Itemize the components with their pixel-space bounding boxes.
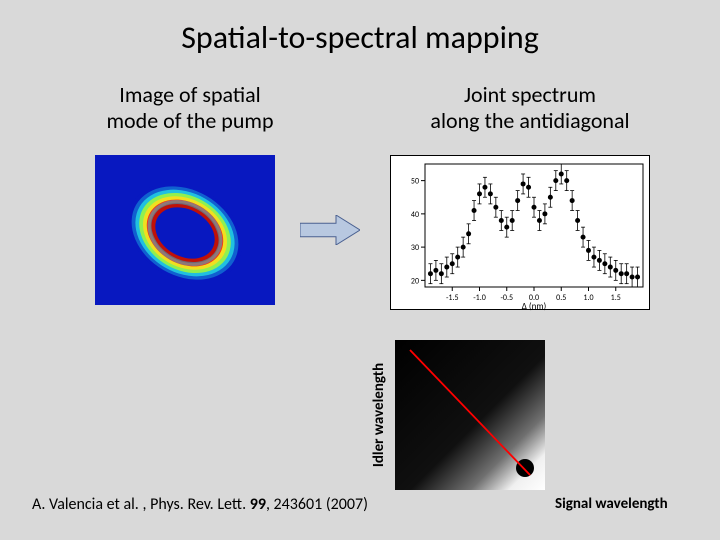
text-line: mode of the pump	[106, 107, 273, 134]
svg-text:20: 20	[411, 276, 419, 286]
text-line: Joint spectrum	[464, 81, 596, 108]
svg-text:1.0: 1.0	[583, 293, 593, 303]
text-line: Image of spatial	[119, 81, 260, 108]
svg-text:0.5: 0.5	[556, 293, 566, 303]
spectrum-plot: -1.5-1.0-0.50.00.51.01.520304050Δ (nm)	[390, 155, 650, 310]
svg-text:40: 40	[411, 210, 419, 220]
svg-text:-0.5: -0.5	[500, 293, 513, 303]
text-line: along the antidiagonal	[430, 107, 629, 134]
svg-text:-1.0: -1.0	[473, 293, 486, 303]
heatmap-svg	[95, 155, 275, 305]
right-panel-caption: Joint spectrum along the antidiagonal	[380, 82, 680, 135]
citation-suffix: , 243601 (2007)	[266, 495, 368, 514]
arrow-icon	[300, 215, 360, 245]
svg-text:Δ (nm): Δ (nm)	[522, 301, 547, 311]
left-panel-caption: Image of spatial mode of the pump	[70, 82, 310, 135]
jointplot-svg	[395, 340, 545, 490]
citation-prefix: A. Valencia et al. , Phys. Rev. Lett.	[32, 495, 250, 514]
citation-text: A. Valencia et al. , Phys. Rev. Lett. 99…	[32, 495, 368, 514]
spatial-mode-heatmap	[95, 155, 275, 305]
slide-title: Spatial-to-spectral mapping	[0, 18, 720, 57]
joint-spectrum-image	[395, 340, 545, 490]
joint-plot-xlabel: Signal wavelength	[555, 495, 668, 513]
arrow-svg	[300, 215, 360, 245]
svg-text:30: 30	[411, 243, 419, 253]
svg-text:50: 50	[411, 177, 419, 187]
joint-plot-ylabel: Idler wavelength	[370, 340, 390, 490]
svg-text:-1.5: -1.5	[446, 293, 459, 303]
citation-volume: 99	[250, 495, 266, 514]
svg-text:1.5: 1.5	[611, 293, 621, 303]
spectrum-svg: -1.5-1.0-0.50.00.51.01.520304050Δ (nm)	[391, 156, 651, 311]
